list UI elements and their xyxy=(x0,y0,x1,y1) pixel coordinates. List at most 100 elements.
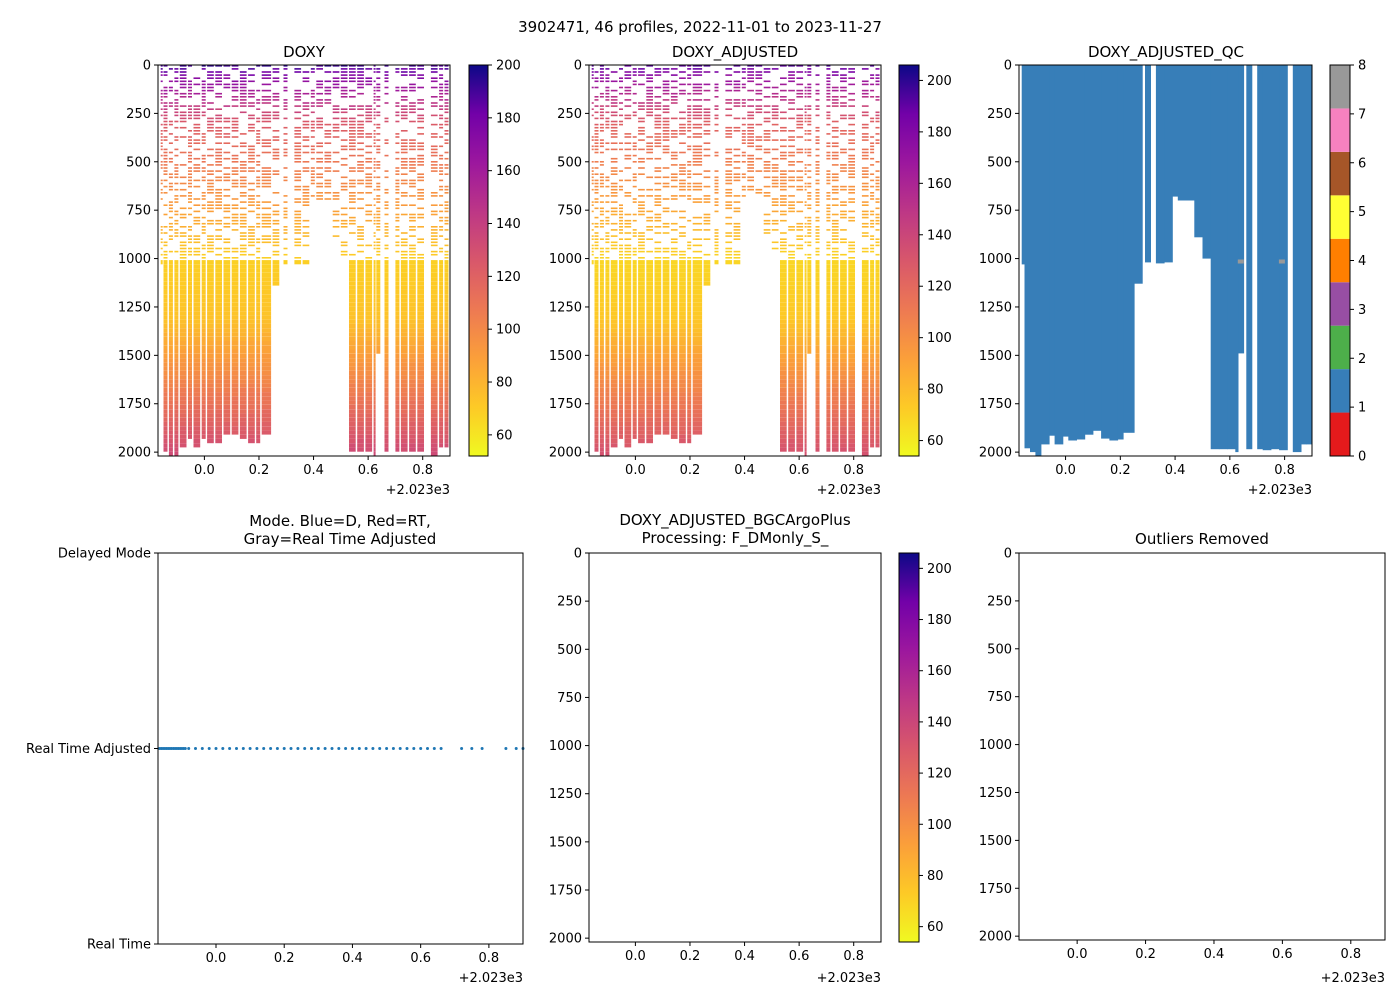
heatmap-cell xyxy=(174,336,179,341)
heatmap-cell xyxy=(365,430,373,435)
heatmap-cell xyxy=(703,219,711,222)
heatmap-cell xyxy=(395,345,400,350)
heatmap-cell xyxy=(163,345,168,350)
heatmap-cell xyxy=(223,311,231,316)
heatmap-cell xyxy=(215,188,222,191)
heatmap-cell xyxy=(594,447,599,452)
heatmap-cell xyxy=(654,426,662,431)
heatmap-cell xyxy=(444,216,449,219)
heatmap-cell xyxy=(687,413,692,418)
heatmap-cell xyxy=(632,294,637,299)
heatmap-cell xyxy=(771,164,779,166)
heatmap-cell xyxy=(261,353,272,358)
heatmap-cell xyxy=(605,404,610,410)
heatmap-cell xyxy=(417,277,424,282)
heatmap-cell xyxy=(591,139,594,141)
heatmap-cell xyxy=(687,260,692,265)
heatmap-cell xyxy=(179,182,187,185)
heatmap-cell xyxy=(624,396,632,401)
heatmap-cell xyxy=(662,250,670,253)
heatmap-cell xyxy=(679,235,686,237)
heatmap-cell xyxy=(725,241,733,244)
heatmap-cell xyxy=(632,250,637,253)
heatmap-cell xyxy=(193,148,201,151)
heatmap-cell xyxy=(599,289,604,295)
heatmap-cell xyxy=(201,139,206,141)
heatmap-cell xyxy=(357,370,364,375)
heatmap-cell xyxy=(780,345,787,350)
heatmap-cell xyxy=(168,80,173,83)
heatmap-cell xyxy=(788,71,795,73)
heatmap-cell xyxy=(400,86,408,89)
heatmap-cell xyxy=(861,439,869,444)
heatmap-cell xyxy=(831,434,839,439)
heatmap-cell xyxy=(599,281,604,286)
heatmap-cell xyxy=(283,148,288,151)
heatmap-cell xyxy=(687,148,692,151)
heatmap-cell xyxy=(840,324,847,329)
heatmap-cell xyxy=(357,383,364,388)
heatmap-cell xyxy=(294,213,302,216)
heatmap-cell xyxy=(163,179,168,182)
heatmap-cell xyxy=(376,185,381,188)
heatmap-cell xyxy=(638,298,645,303)
heatmap-cell xyxy=(261,285,272,290)
heatmap-cell xyxy=(400,341,408,346)
heatmap-cell xyxy=(714,154,719,157)
heatmap-cell xyxy=(605,117,610,120)
heatmap-cell xyxy=(409,235,416,237)
heatmap-cell xyxy=(188,86,192,89)
heatmap-cell xyxy=(174,366,179,371)
heatmap-cell xyxy=(692,387,703,393)
heatmap-cell xyxy=(365,345,373,350)
heatmap-cell xyxy=(619,375,623,380)
heatmap-cell xyxy=(771,219,779,222)
heatmap-cell xyxy=(692,430,703,435)
heatmap-cell xyxy=(687,247,692,250)
heatmap-cell xyxy=(223,392,231,397)
heatmap-cell xyxy=(417,241,424,244)
heatmap-cell xyxy=(239,332,247,337)
heatmap-cell xyxy=(679,328,686,333)
heatmap-cell xyxy=(826,387,831,393)
heatmap-cell xyxy=(256,289,261,295)
heatmap-cell xyxy=(646,362,653,367)
heatmap-cell xyxy=(283,167,288,169)
heatmap-cell xyxy=(201,198,206,200)
heatmap-cell xyxy=(692,319,703,324)
heatmap-cell xyxy=(261,96,272,98)
colorbar-tick-label: 160 xyxy=(496,164,521,179)
heatmap-cell xyxy=(365,157,373,160)
heatmap-cell xyxy=(848,439,855,444)
heatmap-cell xyxy=(179,213,187,216)
heatmap-cell xyxy=(861,285,869,290)
heatmap-cell xyxy=(815,238,820,240)
heatmap-cell xyxy=(670,417,678,422)
heatmap-cell xyxy=(662,272,670,278)
heatmap-cell xyxy=(815,195,820,197)
heatmap-cell xyxy=(160,130,163,132)
heatmap-cell xyxy=(179,421,187,427)
heatmap-cell xyxy=(201,195,206,197)
heatmap-cell xyxy=(239,179,247,182)
heatmap-cell xyxy=(771,229,779,231)
heatmap-cell xyxy=(444,68,449,70)
heatmap-cell xyxy=(831,105,839,107)
heatmap-cell xyxy=(316,65,323,67)
heatmap-cell xyxy=(231,332,239,337)
heatmap-cell xyxy=(349,404,356,410)
heatmap-cell xyxy=(714,247,719,250)
heatmap-cell xyxy=(662,370,670,375)
heatmap-cell xyxy=(840,328,847,333)
heatmap-cell xyxy=(831,307,839,312)
heatmap-cell xyxy=(619,404,623,410)
heatmap-cell xyxy=(807,281,812,286)
heatmap-cell xyxy=(168,417,173,422)
heatmap-cell xyxy=(619,332,623,337)
heatmap-cell xyxy=(248,332,255,337)
heatmap-cell xyxy=(283,77,288,79)
heatmap-cell xyxy=(624,409,632,414)
heatmap-cell xyxy=(395,362,400,367)
heatmap-cell xyxy=(395,182,400,185)
heatmap-cell xyxy=(207,235,214,237)
